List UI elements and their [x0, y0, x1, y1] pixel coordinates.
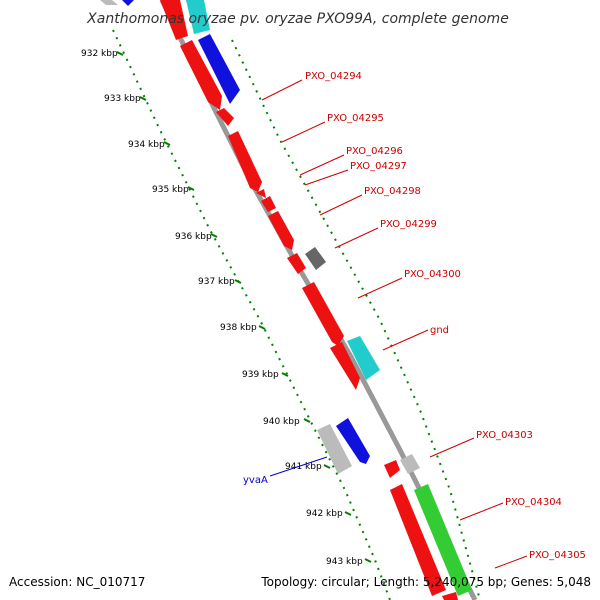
- cds-feature[interactable]: [330, 342, 360, 390]
- kbp-guide-dots: [112, 29, 391, 600]
- gene-label[interactable]: PXO_04304: [505, 497, 562, 508]
- kbp-label: 932 kbp: [81, 49, 118, 59]
- gene-label[interactable]: PXO_04299: [380, 219, 437, 230]
- kbp-labels: 932 kbp 933 kbp 934 kbp 935 kbp 936 kbp …: [81, 49, 363, 567]
- kbp-label: 942 kbp: [306, 509, 343, 519]
- gene-labels: PXO_04294 PXO_04295 PXO_04296 PXO_04297 …: [243, 71, 586, 561]
- kbp-label: 936 kbp: [175, 232, 212, 242]
- kbp-label: 934 kbp: [128, 140, 165, 150]
- gene-label[interactable]: PXO_04296: [346, 146, 403, 157]
- cds-feature[interactable]: [317, 424, 352, 474]
- cds-feature[interactable]: [384, 460, 400, 478]
- gene-label[interactable]: PXO_04303: [476, 430, 533, 441]
- cds-feature[interactable]: [100, 0, 118, 5]
- kbp-label: 937 kbp: [198, 277, 235, 287]
- cds-feature[interactable]: [186, 0, 210, 34]
- cds-feature[interactable]: [198, 34, 240, 104]
- cds-feature[interactable]: [256, 189, 266, 198]
- cds-feature[interactable]: [442, 592, 458, 600]
- cds-feature[interactable]: [390, 484, 446, 596]
- kbp-label: 939 kbp: [242, 370, 279, 380]
- cds-feature[interactable]: [336, 418, 370, 464]
- kbp-tick-marks: [116, 51, 372, 563]
- cds-feature[interactable]: [400, 454, 420, 474]
- cds-feature[interactable]: [228, 131, 262, 192]
- gene-label[interactable]: PXO_04294: [305, 71, 362, 82]
- kbp-label: 933 kbp: [104, 94, 141, 104]
- accession-text: Accession: NC_010717: [9, 575, 145, 589]
- gene-features: [100, 0, 472, 600]
- cds-feature[interactable]: [347, 336, 380, 380]
- kbp-label: 940 kbp: [263, 417, 300, 427]
- cds-feature[interactable]: [160, 0, 188, 40]
- cds-feature[interactable]: [180, 40, 222, 110]
- cds-feature[interactable]: [305, 247, 326, 270]
- genome-summary-text: Topology: circular; Length: 5,240,075 bp…: [260, 575, 591, 589]
- cds-feature[interactable]: [261, 196, 276, 212]
- gene-label[interactable]: PXO_04305: [529, 550, 586, 561]
- cds-feature[interactable]: [287, 253, 306, 274]
- kbp-label: 938 kbp: [220, 323, 257, 333]
- cds-feature[interactable]: [216, 108, 234, 126]
- outer-guide-dots: [231, 39, 481, 600]
- cds-feature[interactable]: [414, 484, 472, 596]
- gene-label[interactable]: PXO_04298: [364, 186, 421, 197]
- genome-title: Xanthomonas oryzae pv. oryzae PXO99A, co…: [86, 11, 509, 27]
- kbp-label: 941 kbp: [285, 462, 322, 472]
- kbp-label: 935 kbp: [152, 185, 189, 195]
- leader-lines: [261, 79, 528, 569]
- gene-label[interactable]: PXO_04297: [350, 161, 407, 172]
- gene-label[interactable]: PXO_04300: [404, 269, 461, 280]
- cds-feature[interactable]: [302, 282, 344, 346]
- gene-label[interactable]: gnd: [430, 325, 449, 336]
- cds-feature[interactable]: [122, 0, 134, 6]
- kbp-label: 943 kbp: [326, 557, 363, 567]
- gene-label[interactable]: yvaA: [243, 475, 268, 486]
- gene-label[interactable]: PXO_04295: [327, 113, 384, 124]
- cds-feature[interactable]: [268, 211, 294, 250]
